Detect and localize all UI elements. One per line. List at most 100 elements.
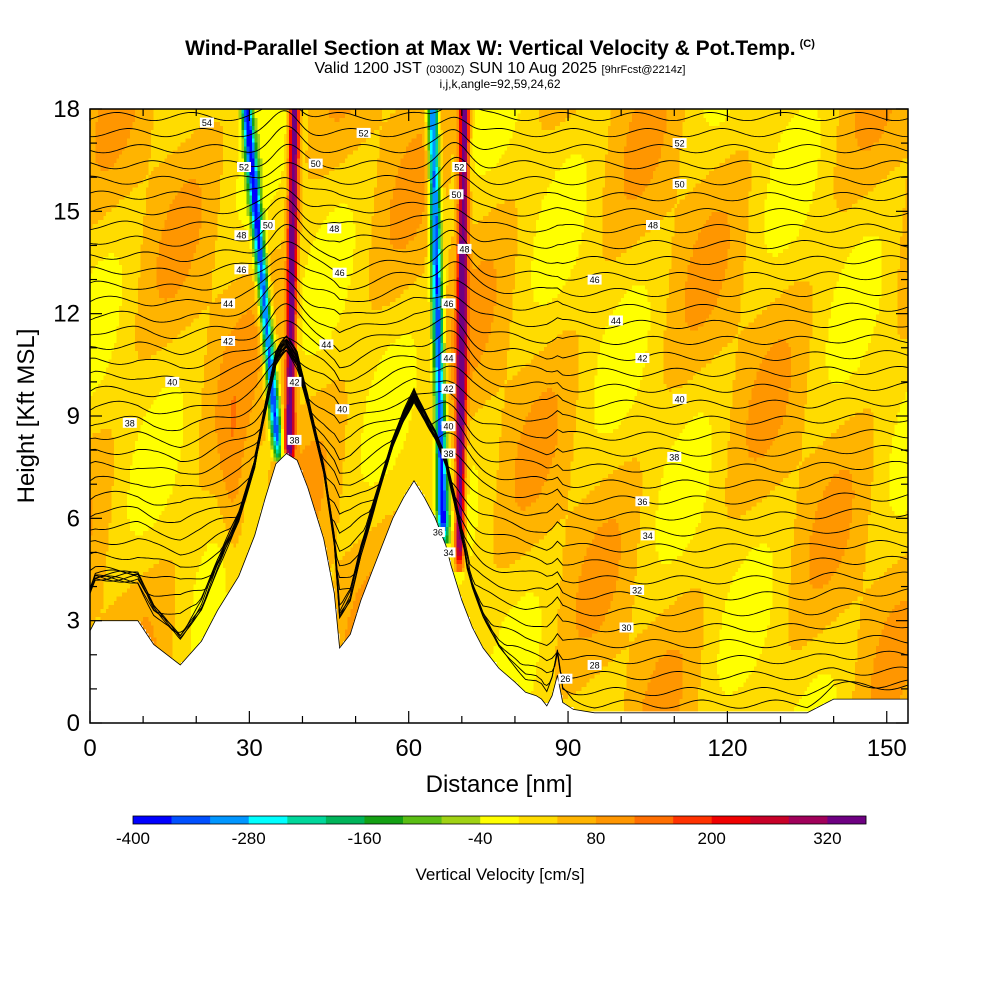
velocity-cell xyxy=(886,567,891,618)
velocity-cell xyxy=(703,223,707,323)
velocity-cell xyxy=(435,215,439,266)
velocity-cell xyxy=(249,248,253,274)
velocity-cell xyxy=(878,137,883,184)
velocity-cell xyxy=(775,342,779,438)
velocity-cell xyxy=(453,571,458,581)
velocity-cell xyxy=(448,481,452,515)
velocity-cell xyxy=(653,669,657,712)
velocity-cell xyxy=(90,534,94,626)
velocity-cell xyxy=(137,182,142,278)
velocity-cell xyxy=(278,432,282,446)
velocity-cell xyxy=(331,117,335,171)
velocity-cell xyxy=(156,109,160,167)
velocity-cell xyxy=(485,342,489,401)
velocity-cell xyxy=(520,109,524,368)
velocity-cell xyxy=(355,592,359,614)
velocity-cell xyxy=(674,207,678,388)
velocity-cell xyxy=(233,109,237,282)
velocity-cell xyxy=(738,334,742,519)
isentrope-label: 50 xyxy=(311,159,321,169)
velocity-cell xyxy=(700,325,705,368)
velocity-cell xyxy=(469,252,474,380)
velocity-cell xyxy=(374,186,378,311)
velocity-cell xyxy=(897,514,901,560)
velocity-cell xyxy=(684,592,689,712)
velocity-cell xyxy=(679,596,683,655)
velocity-cell xyxy=(499,203,503,388)
velocity-cell xyxy=(767,305,771,352)
isentrope-label: 38 xyxy=(443,449,453,459)
velocity-cell xyxy=(504,109,508,151)
velocity-cell xyxy=(283,199,288,262)
velocity-cell xyxy=(390,113,394,200)
velocity-cell xyxy=(735,334,739,352)
velocity-cell xyxy=(366,395,370,483)
velocity-cell xyxy=(305,109,309,151)
velocity-cell xyxy=(807,109,811,212)
velocity-cell xyxy=(456,203,460,245)
velocity-cell xyxy=(873,235,877,327)
velocity-cell xyxy=(568,489,572,511)
velocity-cell xyxy=(241,109,245,114)
velocity-cell xyxy=(275,416,280,425)
velocity-cell xyxy=(259,297,264,307)
velocity-cell xyxy=(230,542,235,589)
isentrope-label-box xyxy=(221,298,236,309)
velocity-cell xyxy=(180,186,184,286)
velocity-cell xyxy=(838,383,843,425)
velocity-cell xyxy=(878,297,883,577)
velocity-cell xyxy=(902,399,906,515)
velocity-cell xyxy=(156,350,160,397)
isentrope-label: 28 xyxy=(590,661,600,671)
velocity-cell xyxy=(894,514,898,564)
colorbar-swatch xyxy=(557,816,597,824)
velocity-cell xyxy=(387,469,391,515)
isentrope-line xyxy=(90,336,908,393)
isentrope-label: 52 xyxy=(359,128,369,138)
velocity-cell xyxy=(257,448,261,524)
velocity-cell xyxy=(318,510,322,528)
colorbar-label: Vertical Velocity [cm/s] xyxy=(415,865,584,884)
velocity-cell xyxy=(597,432,601,487)
velocity-cell xyxy=(716,109,721,126)
velocity-cell xyxy=(549,129,553,184)
velocity-cell xyxy=(807,456,811,642)
velocity-cell xyxy=(403,334,407,442)
velocity-cell xyxy=(807,211,811,282)
velocity-cell xyxy=(833,199,837,290)
velocity-cell xyxy=(299,231,304,405)
velocity-cell xyxy=(546,530,551,704)
velocity-cell xyxy=(387,514,391,532)
velocity-cell xyxy=(374,526,378,564)
velocity-cell xyxy=(722,121,726,163)
velocity-cell xyxy=(775,297,779,343)
velocity-cell xyxy=(432,170,436,188)
chart-title-text: Wind-Parallel Section at Max W: Vertical… xyxy=(185,37,796,60)
velocity-cell xyxy=(591,109,596,491)
velocity-cell xyxy=(408,239,412,286)
velocity-cell xyxy=(738,567,742,687)
isentrope-label: 34 xyxy=(643,531,653,541)
velocity-cell xyxy=(727,223,731,249)
velocity-cell xyxy=(443,534,447,540)
velocity-cell xyxy=(854,411,859,601)
velocity-cell xyxy=(182,182,187,282)
velocity-cell xyxy=(889,506,893,569)
velocity-cell xyxy=(371,215,375,311)
velocity-cell xyxy=(801,109,806,225)
velocity-cell xyxy=(501,109,505,155)
velocity-cell xyxy=(177,387,181,462)
velocity-cell xyxy=(504,379,508,384)
velocity-cell xyxy=(894,563,898,605)
valid-time-utc: (0300Z) xyxy=(426,64,465,76)
velocity-cell xyxy=(793,469,798,519)
velocity-cell xyxy=(254,170,258,180)
velocity-cell xyxy=(169,493,173,560)
velocity-cell xyxy=(392,186,397,249)
velocity-cell xyxy=(252,223,256,229)
velocity-cell xyxy=(344,158,349,204)
velocity-cell xyxy=(900,403,904,515)
velocity-cell xyxy=(124,109,128,147)
velocity-cell xyxy=(844,608,848,700)
isentrope-line xyxy=(90,335,908,665)
